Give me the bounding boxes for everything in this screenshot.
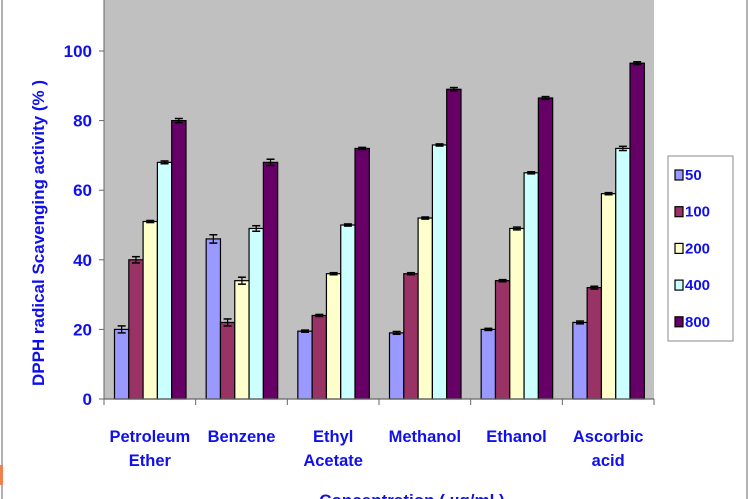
x-axis-label: Concentration ( µg/ml ) [319,491,504,499]
category-label: Ascorbic acid [573,428,644,470]
category-label-line: Ascorbic [573,428,644,446]
y-tick-label: 100 [64,42,92,61]
legend-swatch-50 [674,169,684,181]
y-tick-label: 20 [73,320,92,339]
category-label: Ethanol [486,428,547,446]
bar-100-2 [311,314,328,400]
bar-800-1 [262,161,279,400]
category-label-line: Ethyl [313,428,353,446]
bar-400-5 [615,147,631,400]
bar-100-1 [219,321,236,400]
category-label-line: Petroleum [109,428,190,446]
legend-label-100: 100 [685,204,710,221]
bar-400-3 [431,144,448,400]
category-label: Petroleum Ether [109,428,190,470]
bar-800-0 [171,119,187,400]
orange-mark [0,465,3,485]
y-tick-label: 60 [73,181,92,200]
legend-swatch-400 [674,279,684,291]
bar-200-4 [509,227,525,400]
category-label-line: Acetate [303,452,363,470]
bar-800-4 [537,97,554,400]
bar-200-5 [600,193,617,400]
legend: 50 100 200 400 800 [667,155,734,342]
bar-100-5 [586,287,603,400]
bar-800-2 [354,147,370,400]
bar-800-5 [629,62,645,400]
category-label: Methanol [389,428,461,446]
legend-swatch-800 [674,316,684,328]
y-tick-label: 0 [83,390,92,409]
category-label-line: acid [592,452,625,470]
y-tick-label: 80 [73,112,92,131]
legend-swatch-200 [674,242,684,254]
bar-200-0 [142,220,159,400]
bar-50-3 [388,332,405,400]
bar-50-0 [113,328,130,400]
bar-100-0 [128,259,144,400]
bar-200-2 [325,273,342,400]
bar-400-1 [248,227,264,400]
bar-50-5 [572,321,588,400]
bar-400-2 [340,224,356,400]
legend-label-50: 50 [685,167,702,184]
legend-label-200: 200 [685,240,710,257]
bar-200-1 [234,280,250,400]
category-label-line: Methanol [389,428,461,446]
bar-800-3 [446,88,462,400]
legend-label-800: 800 [685,314,710,331]
plot-area [104,0,654,399]
legend-label-400: 400 [685,277,710,294]
legend-swatch-100 [674,206,684,218]
category-label-line: Ether [129,452,172,470]
category-label-line: Ethanol [486,428,547,446]
bar-200-3 [417,217,434,400]
bar-50-1 [205,238,222,400]
y-tick-label: 40 [73,251,92,270]
category-label-line: Benzene [208,428,276,446]
bar-50-2 [297,330,313,400]
bar-400-0 [156,161,173,400]
bar-400-4 [523,172,539,400]
bar-50-4 [480,328,497,400]
category-label: Benzene [208,428,276,446]
category-label: Ethyl Acetate [303,428,363,470]
bar-100-3 [403,273,419,400]
bar-100-4 [494,280,511,400]
y-axis-label: DPPH radical Scavenging activity (% ) [29,80,48,386]
